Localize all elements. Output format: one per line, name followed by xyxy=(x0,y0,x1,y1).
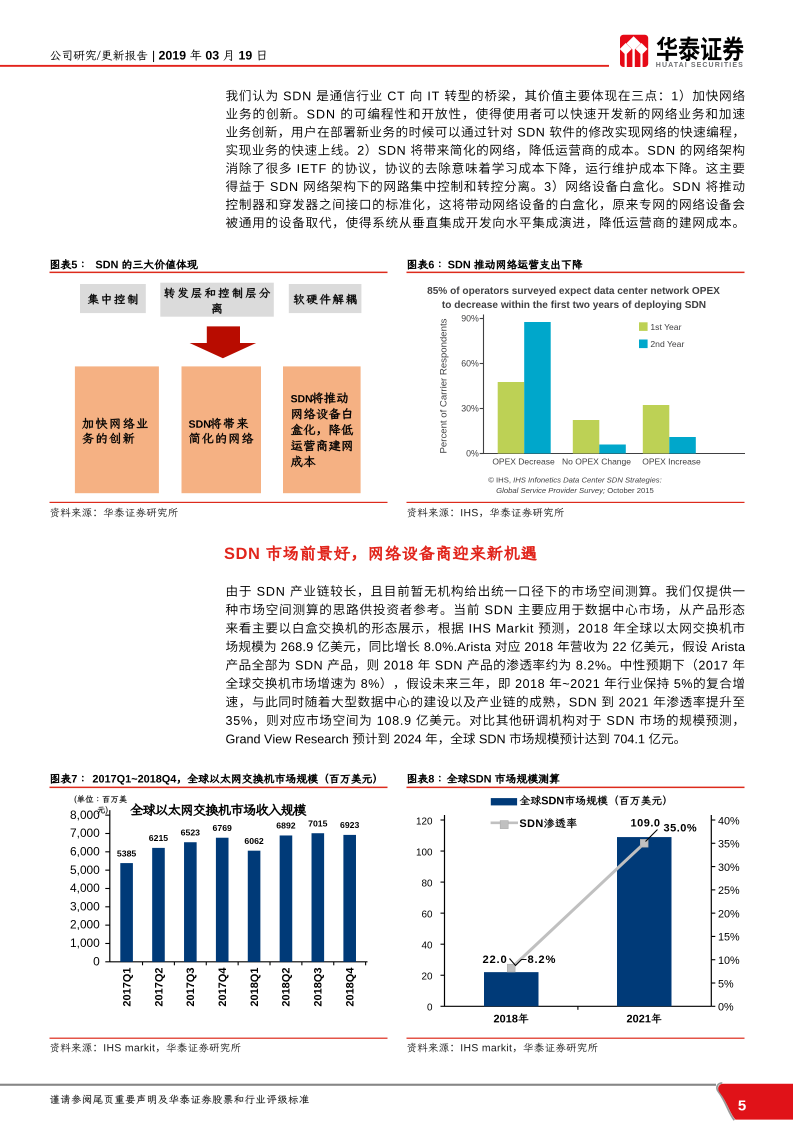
svg-text:2nd Year: 2nd Year xyxy=(650,339,684,349)
svg-text:8.2%: 8.2% xyxy=(528,954,557,966)
svg-text:0: 0 xyxy=(93,954,100,968)
svg-text:© IHS, IHS Infonetics Data Cen: © IHS, IHS Infonetics Data Center SDN St… xyxy=(488,476,662,485)
svg-text:Global Service Provider Survey: Global Service Provider Survey; October … xyxy=(496,486,654,495)
svg-text:6769: 6769 xyxy=(213,823,232,833)
svg-text:20%: 20% xyxy=(718,908,740,920)
svg-text:2,000: 2,000 xyxy=(70,918,100,932)
svg-text:2018Q4: 2018Q4 xyxy=(345,967,357,1007)
svg-text:85% of operators surveyed expe: 85% of operators surveyed expect data ce… xyxy=(427,286,720,297)
svg-text:2018Q1: 2018Q1 xyxy=(249,968,261,1007)
svg-text:6062: 6062 xyxy=(244,836,263,846)
svg-text:4,000: 4,000 xyxy=(70,881,100,895)
svg-text:60: 60 xyxy=(422,909,433,920)
svg-text:6892: 6892 xyxy=(276,821,295,831)
svg-text:5%: 5% xyxy=(718,978,734,990)
svg-text:2017Q2: 2017Q2 xyxy=(153,968,165,1007)
svg-text:2017Q3: 2017Q3 xyxy=(185,968,197,1007)
svg-text:15%: 15% xyxy=(718,932,740,944)
svg-text:35.0%: 35.0% xyxy=(664,822,698,834)
svg-text:1st Year: 1st Year xyxy=(650,322,681,332)
svg-text:90%: 90% xyxy=(461,314,479,324)
svg-text:OPEX Decrease: OPEX Decrease xyxy=(492,457,555,467)
svg-text:35%: 35% xyxy=(718,839,740,851)
svg-text:2017Q4: 2017Q4 xyxy=(217,967,229,1007)
svg-text:22.0: 22.0 xyxy=(483,954,508,966)
svg-text:40: 40 xyxy=(422,941,433,952)
svg-text:6,000: 6,000 xyxy=(70,844,100,858)
svg-text:3,000: 3,000 xyxy=(70,899,100,913)
svg-text:80: 80 xyxy=(422,878,433,889)
svg-text:5385: 5385 xyxy=(117,848,136,858)
svg-text:40%: 40% xyxy=(718,815,740,827)
svg-text:7,000: 7,000 xyxy=(70,826,100,840)
svg-text:Percent of Carrier Respondents: Percent of Carrier Respondents xyxy=(439,318,450,453)
svg-text:7015: 7015 xyxy=(308,818,327,828)
svg-text:30%: 30% xyxy=(718,862,740,874)
svg-text:0: 0 xyxy=(427,1003,433,1014)
svg-text:0%: 0% xyxy=(718,1002,734,1014)
svg-text:8,000: 8,000 xyxy=(70,808,100,822)
svg-text:1,000: 1,000 xyxy=(70,936,100,950)
svg-text:0%: 0% xyxy=(466,449,479,459)
svg-text:5,000: 5,000 xyxy=(70,863,100,877)
svg-text:2018Q3: 2018Q3 xyxy=(313,968,325,1007)
svg-text:6523: 6523 xyxy=(181,827,200,837)
svg-text:100: 100 xyxy=(416,847,433,858)
svg-text:to decrease within the first t: to decrease within the first two years o… xyxy=(442,300,706,311)
svg-text:10%: 10% xyxy=(718,955,740,967)
svg-text:HUATAI SECURITIES: HUATAI SECURITIES xyxy=(656,62,744,69)
svg-text:109.0: 109.0 xyxy=(630,818,660,830)
svg-text:6215: 6215 xyxy=(149,833,168,843)
svg-text:No OPEX Change: No OPEX Change xyxy=(562,457,631,467)
svg-text:2018Q2: 2018Q2 xyxy=(281,968,293,1007)
svg-text:OPEX Increase: OPEX Increase xyxy=(642,457,701,467)
svg-text:120: 120 xyxy=(416,816,433,827)
svg-text:2017Q1: 2017Q1 xyxy=(121,968,133,1007)
svg-text:6923: 6923 xyxy=(340,820,359,830)
svg-text:5: 5 xyxy=(738,1098,746,1115)
svg-text:60%: 60% xyxy=(461,359,479,369)
svg-text:20: 20 xyxy=(422,972,433,983)
svg-text:30%: 30% xyxy=(461,404,479,414)
svg-text:25%: 25% xyxy=(718,885,740,897)
